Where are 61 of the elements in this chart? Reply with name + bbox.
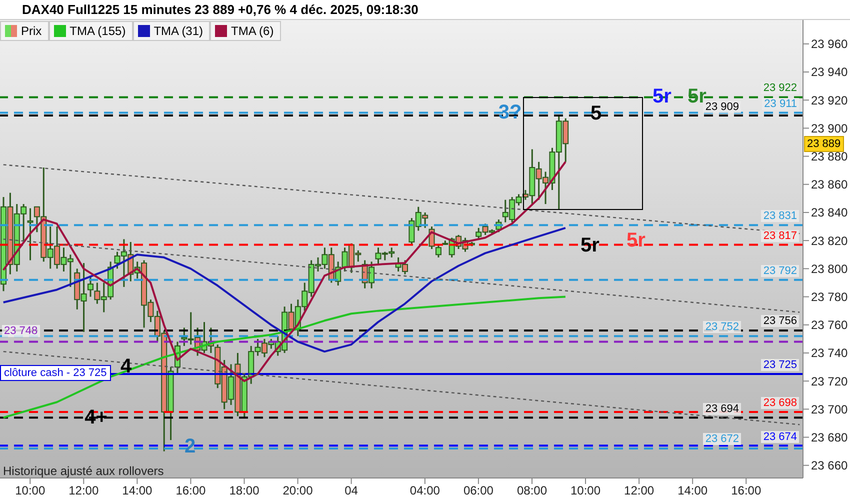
annotation: 2	[184, 436, 196, 459]
x-tick-label: 16:00	[176, 484, 206, 498]
y-tick-label: 23 860	[811, 178, 848, 192]
y-tick-label: 23 720	[811, 374, 848, 388]
y-tick-label: 23 960	[811, 37, 848, 52]
x-tick-label: 04:00	[410, 484, 440, 498]
y-tick-label: 23 680	[811, 430, 848, 445]
annotation: 5r	[652, 86, 672, 109]
y-tick-label: 23 660	[811, 458, 848, 473]
ref-line-label: 23 831	[761, 210, 799, 222]
x-tick-label: 18:00	[229, 484, 260, 498]
x-tick-label: 10:00	[15, 484, 46, 498]
candlestick	[27, 208, 34, 261]
ref-line-label: 23 694	[703, 402, 741, 415]
y-tick-label: 23 900	[811, 121, 848, 136]
y-tick-label: 23 700	[811, 402, 848, 416]
ref-line-label: 23 698	[761, 396, 799, 409]
legend-label: TMA (155)	[70, 24, 126, 38]
y-tick-label: 23 940	[811, 65, 848, 80]
ref-line-label: 23 672	[703, 433, 741, 446]
legend-label: TMA (6)	[231, 24, 274, 38]
x-tick-label: 14:00	[678, 484, 708, 498]
annotation: 23 889	[804, 136, 844, 152]
y-tick-label: 23 840	[811, 206, 848, 220]
ref-line-label: 23 909	[703, 100, 741, 113]
ref-line-label: 23 752	[703, 321, 741, 334]
ref-line-label: 23 922	[761, 82, 799, 94]
y-tick-label: 23 780	[811, 290, 848, 304]
y-tick-label: 23 880	[811, 150, 848, 164]
x-tick-label: 10:00	[570, 484, 601, 498]
x-tick-label: 20:00	[282, 484, 314, 498]
line-series	[2, 226, 566, 353]
ref-line-label: 23 792	[761, 264, 799, 277]
legend-label: TMA (31)	[154, 24, 204, 38]
ref-line-label: 23 756	[761, 315, 799, 328]
annotation: Historique ajusté aux rollovers	[3, 464, 164, 478]
x-tick-label: 06:00	[463, 484, 494, 498]
x-tick-label: 12:00	[624, 484, 654, 498]
ref-line-label: 23 674	[761, 430, 799, 443]
y-tick-label: 23 800	[811, 262, 848, 276]
annotation: 5r	[626, 229, 646, 252]
ref-line-label: 23 725	[761, 359, 799, 372]
x-tick-label: 08:00	[516, 484, 548, 498]
legend-label: Prix	[21, 24, 42, 38]
line-series	[2, 160, 566, 382]
ref-line-label: 23 817	[761, 230, 799, 242]
y-tick-label: 23 920	[811, 93, 848, 108]
ref-line-label: 23 911	[762, 98, 799, 110]
x-tick-label: 12:00	[68, 484, 99, 498]
y-tick-label: 23 820	[811, 234, 848, 248]
x-tick-label: 04	[344, 484, 358, 498]
annotation: 23 748	[2, 324, 40, 337]
candlestick	[87, 274, 94, 298]
annotation: clôture cash - 23 725	[0, 365, 111, 382]
x-tick-label: 14:00	[122, 484, 153, 498]
y-tick-label: 23 760	[811, 318, 848, 332]
y-tick-label: 23 740	[811, 346, 848, 360]
chart-title: DAX40 Full1225 15 minutes 23 889 +0,76 % 4 déc. 2025, 09:18:30	[0, 0, 850, 20]
annotation: 5r	[580, 234, 600, 258]
x-tick-label: 16:00	[731, 484, 762, 498]
candlestick	[435, 244, 442, 258]
